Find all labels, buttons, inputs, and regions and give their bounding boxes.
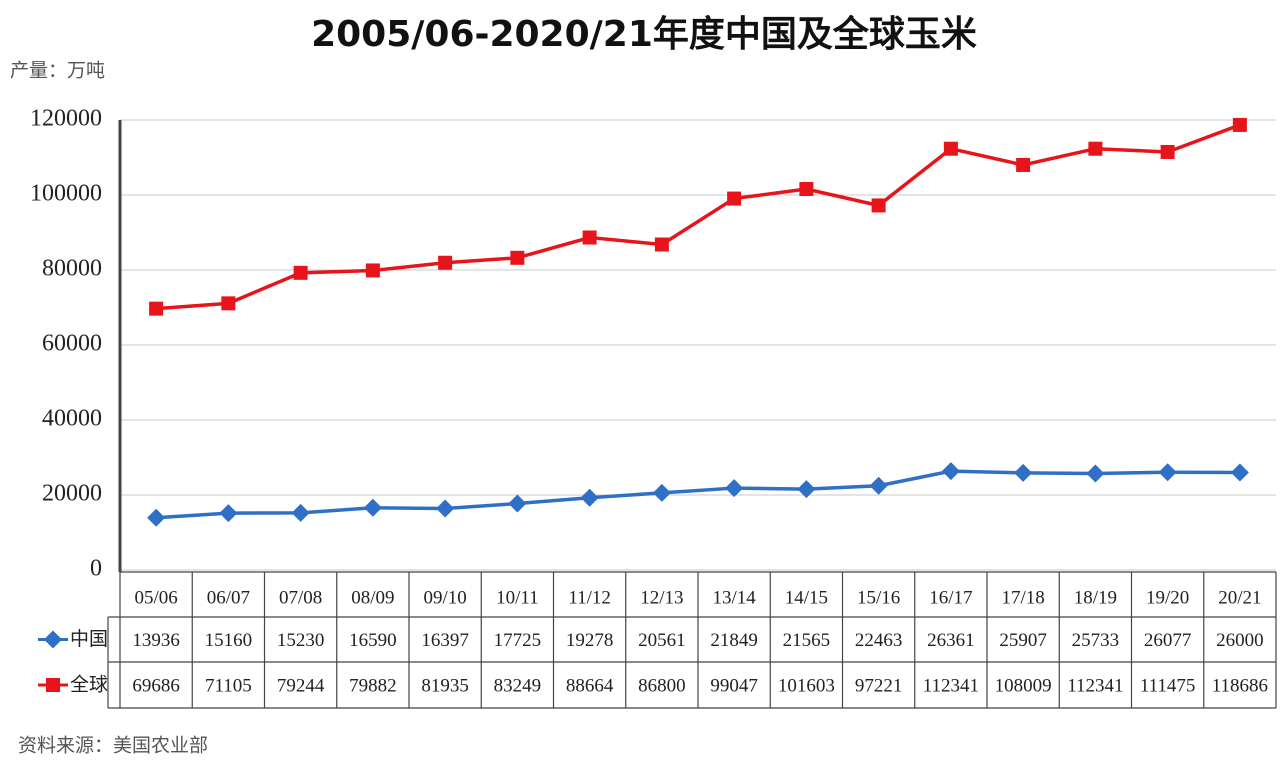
point	[438, 255, 453, 270]
point	[943, 141, 958, 156]
point	[44, 630, 62, 649]
table-value: 86800	[638, 675, 686, 696]
x-tick-label: 13/14	[712, 587, 756, 608]
table-value: 21849	[710, 630, 758, 651]
table-value: 97221	[855, 675, 903, 696]
table-value: 21565	[783, 630, 831, 651]
table-value: 88664	[566, 675, 614, 696]
table-value: 118686	[1212, 675, 1268, 696]
table-value: 25907	[999, 630, 1047, 651]
source-note: 资料来源：美国农业部	[18, 735, 208, 757]
table-value: 26000	[1216, 630, 1264, 651]
table-value: 112341	[1067, 675, 1123, 696]
point	[654, 237, 669, 252]
y-tick-label: 40000	[42, 406, 102, 432]
x-tick-label: 19/20	[1146, 587, 1189, 608]
point	[869, 476, 888, 495]
point	[436, 499, 455, 518]
x-tick-label: 12/13	[640, 587, 683, 608]
point	[219, 504, 238, 523]
legend-label: 中国	[70, 628, 108, 650]
point	[510, 250, 525, 265]
table-value: 16397	[421, 630, 469, 651]
x-tick-label: 14/15	[785, 587, 828, 608]
table-value: 111475	[1140, 675, 1196, 696]
table-value: 71105	[205, 675, 252, 696]
point	[1160, 144, 1175, 159]
table-value: 79882	[349, 675, 397, 696]
x-tick-label: 06/07	[207, 587, 250, 608]
table-value: 112341	[923, 675, 979, 696]
point	[1086, 464, 1105, 483]
point	[580, 488, 599, 507]
point	[1016, 157, 1031, 172]
x-tick-label: 18/19	[1074, 587, 1117, 608]
point	[725, 479, 744, 498]
point	[365, 263, 380, 278]
table-value: 13936	[132, 630, 180, 651]
table-value: 81935	[421, 675, 469, 696]
y-tick-label: 120000	[30, 106, 102, 132]
point	[293, 265, 308, 280]
y-tick-label: 100000	[30, 181, 102, 207]
table-value: 99047	[710, 675, 758, 696]
x-tick-label: 07/08	[279, 587, 322, 608]
point	[147, 508, 166, 527]
y-tick-label: 0	[90, 556, 102, 582]
point	[221, 296, 236, 311]
table-value: 17725	[494, 630, 542, 651]
table-value: 15230	[277, 630, 325, 651]
point	[291, 503, 310, 522]
point	[1158, 463, 1177, 482]
table-value: 69686	[132, 675, 180, 696]
table-value: 79244	[277, 675, 325, 696]
table-value: 22463	[855, 630, 903, 651]
point	[508, 494, 527, 513]
point	[363, 498, 382, 517]
point	[149, 301, 164, 316]
y-tick-label: 20000	[42, 481, 102, 507]
x-tick-label: 20/21	[1218, 587, 1261, 608]
point	[797, 480, 816, 499]
table-value: 16590	[349, 630, 397, 651]
legend-label: 全球	[70, 674, 108, 696]
x-tick-label: 17/18	[1001, 587, 1044, 608]
point	[799, 181, 814, 196]
point	[652, 483, 671, 502]
table-value: 19278	[566, 630, 614, 651]
point	[46, 678, 60, 692]
point	[871, 198, 886, 213]
point	[1230, 463, 1249, 482]
y-tick-label: 80000	[42, 256, 102, 282]
y-axis-label: 产量：万吨	[10, 60, 105, 82]
x-tick-label: 05/06	[134, 587, 177, 608]
table-value: 108009	[995, 675, 1052, 696]
point	[941, 462, 960, 481]
x-tick-label: 16/17	[929, 587, 972, 608]
x-tick-label: 10/11	[496, 587, 539, 608]
table-value: 101603	[778, 675, 835, 696]
point	[582, 230, 597, 245]
table-value: 25733	[1072, 630, 1120, 651]
table-value: 20561	[638, 630, 686, 651]
x-tick-label: 11/12	[568, 587, 611, 608]
table-value: 26077	[1144, 630, 1192, 651]
series-line	[155, 123, 1241, 311]
table-value: 83249	[494, 675, 542, 696]
point	[1088, 141, 1103, 156]
table-value: 26361	[927, 630, 975, 651]
point	[1232, 117, 1247, 132]
table-value: 15160	[205, 630, 253, 651]
x-tick-label: 15/16	[857, 587, 900, 608]
chart-title: 2005/06-2020/21年度中国及全球玉米	[311, 13, 977, 55]
x-tick-label: 08/09	[351, 587, 394, 608]
point	[727, 191, 742, 206]
x-tick-label: 09/10	[423, 587, 466, 608]
y-tick-label: 60000	[42, 331, 102, 357]
point	[1014, 463, 1033, 482]
series-line	[156, 469, 1240, 520]
